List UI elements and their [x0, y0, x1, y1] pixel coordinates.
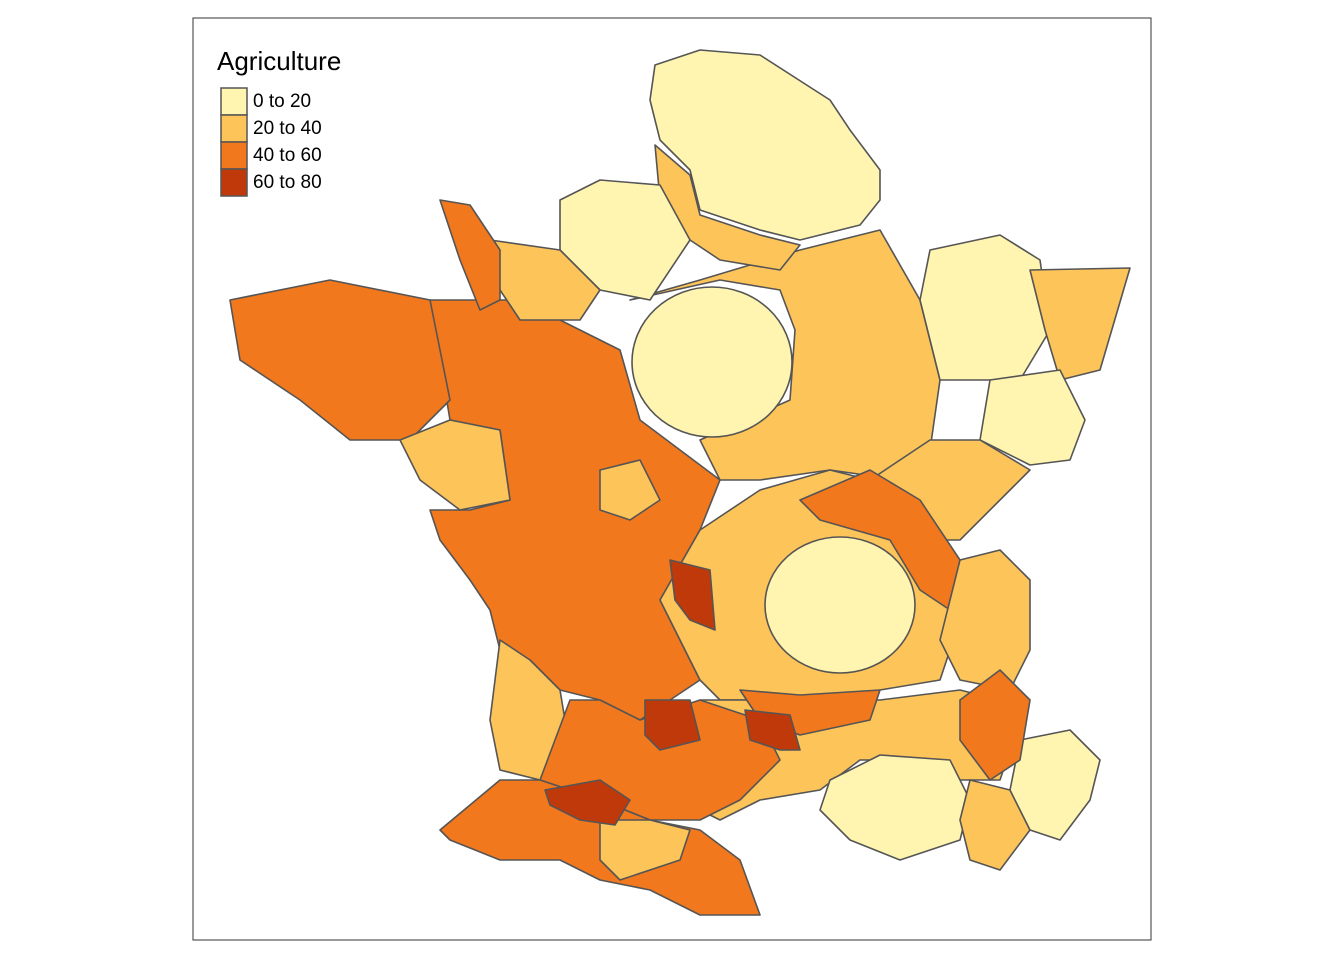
- region: [1029, 267, 1131, 381]
- region: [644, 699, 701, 751]
- region: [919, 234, 1051, 381]
- region: [1009, 729, 1101, 841]
- region: [649, 49, 881, 241]
- legend-label: 60 to 80: [253, 172, 322, 193]
- region: [599, 819, 691, 881]
- legend-label: 0 to 20: [253, 91, 311, 112]
- legend-swatch: [220, 141, 248, 170]
- region: [439, 199, 501, 311]
- region: [599, 459, 661, 521]
- region: [544, 779, 631, 826]
- region: [744, 709, 801, 751]
- legend-swatch: [220, 168, 248, 197]
- legend-label: 40 to 60: [253, 145, 322, 166]
- legend-label: 20 to 40: [253, 118, 322, 139]
- region: [764, 536, 916, 674]
- legend-title: Agriculture: [217, 46, 341, 76]
- region: [669, 559, 716, 631]
- region: [939, 549, 1031, 691]
- region: [959, 669, 1031, 781]
- region: [399, 419, 511, 511]
- legend-swatch: [220, 114, 248, 143]
- region: [819, 754, 971, 861]
- legend-swatch: [220, 87, 248, 116]
- legend: 0 to 20 20 to 40 40 to 60 60 to 80: [220, 87, 322, 197]
- regions: [229, 49, 1131, 916]
- region: [631, 286, 793, 438]
